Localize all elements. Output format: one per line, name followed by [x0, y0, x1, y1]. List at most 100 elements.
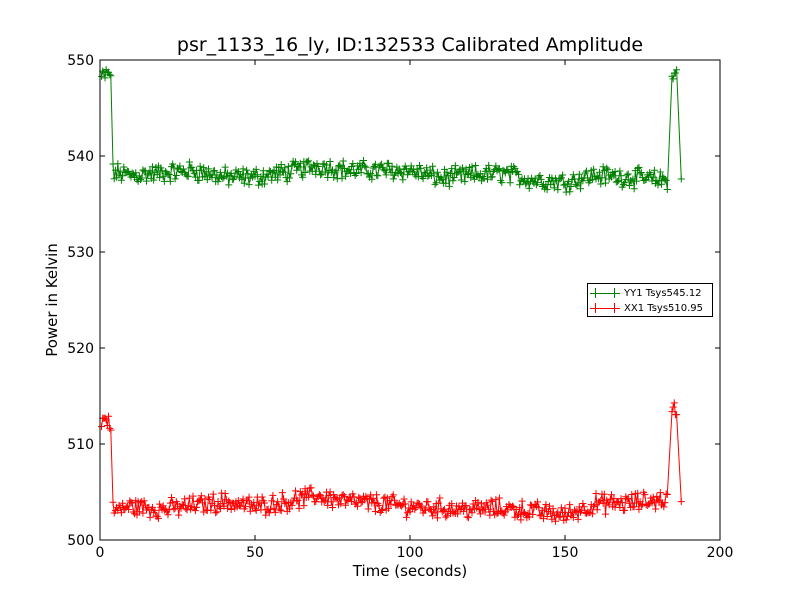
data-point	[222, 172, 230, 180]
data-point	[244, 497, 252, 505]
data-point	[111, 166, 119, 174]
data-point	[243, 166, 251, 174]
data-point	[463, 171, 471, 179]
data-point	[370, 498, 378, 506]
data-point	[515, 170, 522, 178]
data-point	[344, 497, 352, 505]
data-point	[315, 491, 323, 499]
data-point	[535, 504, 543, 512]
data-point	[107, 426, 115, 434]
data-point	[523, 179, 531, 187]
data-point	[369, 164, 377, 172]
data-point	[227, 169, 235, 177]
data-point	[673, 411, 681, 419]
data-point	[225, 497, 233, 505]
data-point	[655, 497, 663, 505]
axes-layer: 0 50 100 150 200 500 510 520 530 540 550	[67, 53, 733, 561]
data-point	[214, 178, 222, 186]
data-point	[119, 499, 127, 507]
data-point	[577, 508, 584, 516]
data-point	[671, 69, 679, 77]
data-point	[139, 509, 147, 517]
data-point	[388, 493, 396, 501]
data-point	[630, 185, 638, 193]
data-point	[305, 493, 313, 501]
data-point	[563, 513, 571, 521]
data-point	[480, 175, 488, 183]
data-point	[652, 505, 660, 513]
data-point	[102, 416, 110, 424]
data-point	[610, 172, 618, 180]
data-point	[670, 399, 678, 407]
data-point	[246, 507, 254, 515]
data-point	[460, 507, 468, 515]
data-point	[621, 179, 629, 187]
data-point	[298, 491, 305, 499]
data-point	[327, 498, 335, 506]
data-point	[469, 172, 477, 180]
data-point	[299, 490, 307, 498]
data-point	[179, 165, 187, 173]
data-point	[125, 506, 133, 514]
data-point	[128, 499, 136, 507]
data-point	[120, 163, 128, 171]
data-point	[259, 167, 267, 175]
data-point	[342, 501, 350, 509]
data-point	[332, 166, 340, 174]
data-point	[569, 171, 577, 179]
data-point	[164, 511, 172, 519]
data-point	[546, 502, 553, 510]
data-point	[221, 489, 229, 497]
data-point	[649, 173, 657, 181]
data-point	[600, 490, 608, 498]
data-point	[549, 505, 557, 513]
data-point	[258, 493, 266, 501]
data-point	[513, 512, 521, 520]
data-point	[166, 177, 174, 185]
data-point	[590, 502, 598, 510]
data-point	[270, 504, 278, 512]
chart-title: psr_1133_16_ly, ID:132533 Calibrated Amp…	[176, 34, 644, 56]
data-point	[454, 510, 462, 518]
data-point	[574, 515, 582, 523]
data-point	[522, 180, 530, 188]
data-point	[567, 182, 575, 190]
data-point	[677, 175, 685, 183]
data-point	[439, 506, 447, 514]
legend: YY1 Tsys545.12 XX1 Tsys510.95	[587, 283, 713, 317]
data-point	[123, 502, 131, 510]
data-point	[216, 505, 224, 513]
data-point	[463, 513, 471, 521]
y-tick-label: 500	[67, 533, 94, 549]
data-point	[227, 505, 235, 513]
data-point	[225, 181, 233, 189]
data-point	[464, 170, 472, 178]
data-point	[673, 66, 681, 74]
data-point	[379, 505, 387, 513]
data-point	[660, 503, 668, 511]
data-point	[469, 500, 477, 508]
data-point	[498, 179, 506, 187]
series-xx1	[98, 399, 685, 525]
data-point	[480, 503, 488, 511]
data-point	[624, 494, 632, 502]
data-point	[308, 491, 316, 499]
data-point	[195, 497, 203, 505]
data-point	[371, 160, 379, 168]
data-point	[524, 509, 532, 517]
data-point	[205, 165, 212, 173]
data-point	[487, 173, 495, 181]
x-tick-label: 50	[246, 545, 264, 561]
data-point	[622, 176, 630, 184]
data-point	[663, 186, 671, 194]
data-point	[169, 160, 177, 168]
data-point	[330, 173, 338, 181]
data-point	[641, 176, 649, 184]
data-point	[411, 505, 419, 513]
data-point	[577, 185, 584, 193]
data-point	[411, 170, 419, 178]
data-point	[650, 498, 658, 506]
data-point	[349, 490, 357, 498]
data-point	[317, 171, 325, 179]
data-point	[314, 163, 322, 171]
